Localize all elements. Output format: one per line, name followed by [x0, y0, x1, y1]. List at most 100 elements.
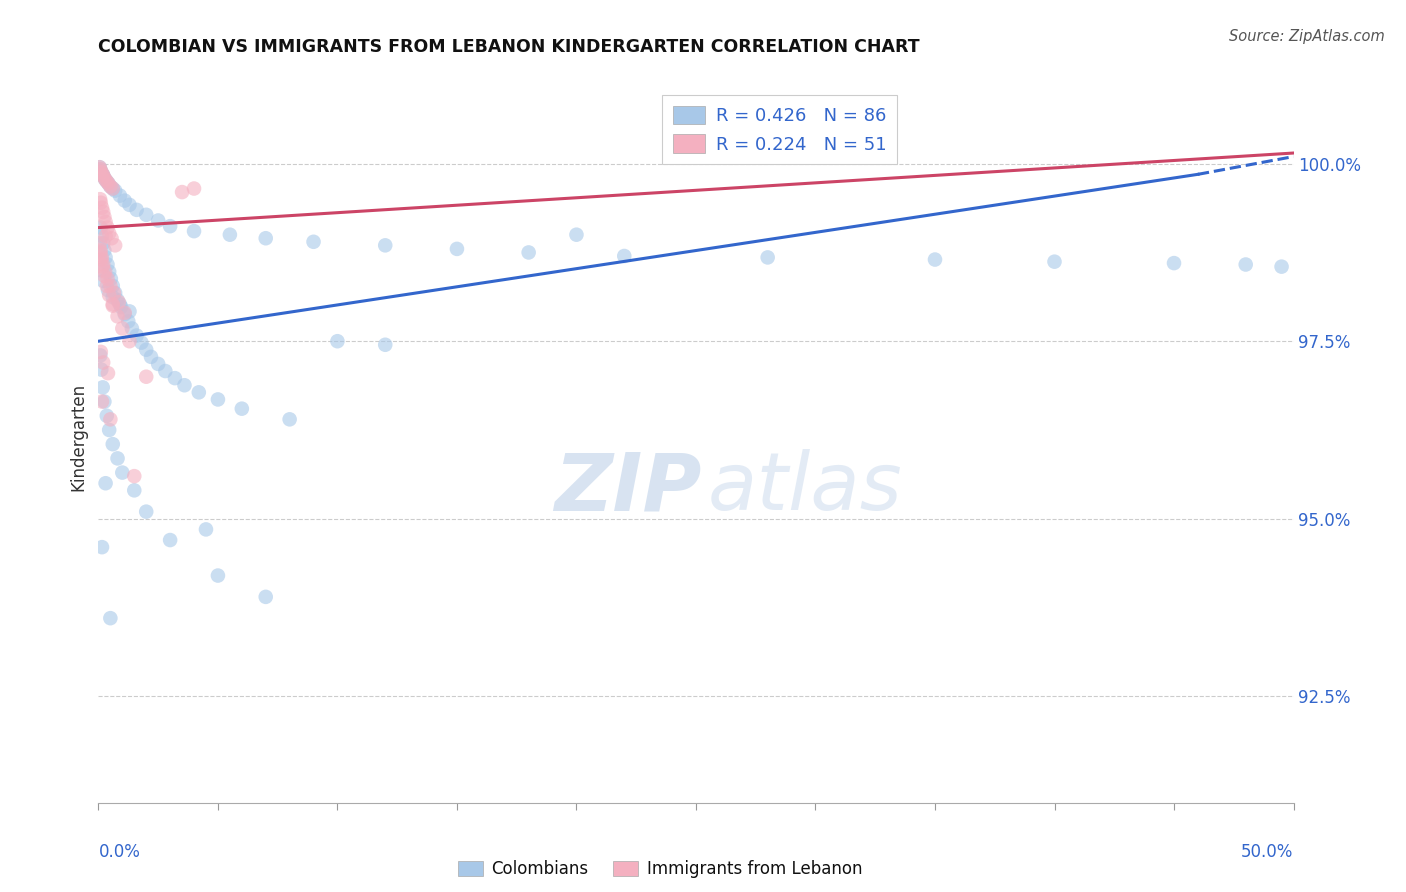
Point: [103, 285, 125, 300]
Text: Source: ZipAtlas.com: Source: ZipAtlas.com: [1229, 29, 1385, 44]
Point: [135, 369, 157, 384]
Point: [104, 238, 127, 252]
Point: [101, 297, 124, 311]
Point: [108, 188, 131, 202]
Point: [89, 160, 111, 174]
Point: [111, 321, 134, 335]
Point: [124, 483, 146, 498]
Point: [96, 258, 118, 272]
Point: [97, 177, 120, 191]
Point: [101, 181, 124, 195]
Point: [98, 179, 122, 194]
Point: [98, 288, 121, 302]
Point: [90, 344, 112, 359]
Text: ZIP: ZIP: [554, 450, 702, 527]
Point: [118, 198, 141, 212]
Point: [135, 505, 157, 519]
Point: [110, 300, 132, 314]
Point: [91, 380, 114, 394]
Point: [96, 278, 118, 293]
Point: [89, 192, 111, 206]
Point: [90, 251, 112, 265]
Point: [107, 310, 129, 324]
Point: [98, 412, 122, 426]
Point: [195, 522, 218, 536]
Point: [1163, 256, 1185, 270]
Point: [93, 244, 115, 258]
Point: [91, 258, 114, 272]
Point: [91, 229, 114, 244]
Point: [1271, 260, 1294, 274]
Point: [183, 224, 205, 238]
Point: [254, 231, 277, 245]
Point: [124, 469, 146, 483]
Point: [613, 249, 636, 263]
Point: [101, 437, 124, 451]
Point: [114, 194, 136, 208]
Point: [98, 227, 121, 241]
Point: [96, 271, 118, 285]
Point: [219, 227, 242, 242]
Text: atlas: atlas: [709, 450, 903, 527]
Point: [278, 412, 301, 426]
Point: [121, 321, 143, 335]
Point: [93, 210, 115, 224]
Point: [111, 466, 134, 480]
Point: [148, 357, 170, 371]
Point: [90, 195, 112, 210]
Point: [91, 274, 114, 288]
Point: [173, 378, 195, 392]
Point: [90, 362, 112, 376]
Point: [517, 245, 540, 260]
Point: [94, 229, 117, 244]
Point: [107, 293, 129, 307]
Point: [139, 350, 162, 364]
Point: [89, 348, 111, 362]
Y-axis label: Kindergarten: Kindergarten: [69, 383, 87, 491]
Text: 0.0%: 0.0%: [98, 843, 141, 861]
Point: [91, 201, 114, 215]
Point: [155, 364, 177, 378]
Point: [93, 169, 115, 184]
Point: [374, 338, 396, 352]
Point: [93, 268, 115, 283]
Point: [94, 251, 117, 265]
Point: [148, 213, 170, 227]
Point: [107, 295, 129, 310]
Point: [1043, 254, 1066, 268]
Point: [302, 235, 325, 249]
Point: [91, 260, 114, 274]
Point: [125, 328, 148, 343]
Point: [326, 334, 349, 349]
Point: [96, 220, 118, 235]
Point: [93, 394, 115, 409]
Point: [104, 184, 127, 198]
Point: [89, 162, 111, 177]
Point: [90, 220, 112, 235]
Point: [91, 355, 114, 369]
Point: [96, 409, 118, 423]
Point: [97, 283, 120, 297]
Point: [125, 202, 148, 217]
Point: [924, 252, 946, 267]
Point: [117, 314, 139, 328]
Legend: Colombians, Immigrants from Lebanon: Colombians, Immigrants from Lebanon: [451, 854, 869, 885]
Point: [172, 185, 194, 199]
Point: [114, 307, 136, 321]
Point: [97, 366, 120, 380]
Point: [91, 540, 114, 554]
Point: [90, 252, 112, 267]
Point: [91, 236, 114, 251]
Text: COLOMBIAN VS IMMIGRANTS FROM LEBANON KINDERGARTEN CORRELATION CHART: COLOMBIAN VS IMMIGRANTS FROM LEBANON KIN…: [98, 38, 920, 56]
Point: [94, 172, 117, 186]
Point: [96, 174, 118, 188]
Point: [254, 590, 277, 604]
Point: [91, 394, 114, 409]
Point: [91, 167, 114, 181]
Point: [89, 236, 111, 251]
Point: [374, 238, 396, 252]
Point: [100, 271, 122, 285]
Point: [114, 306, 136, 320]
Point: [90, 165, 112, 179]
Point: [98, 611, 122, 625]
